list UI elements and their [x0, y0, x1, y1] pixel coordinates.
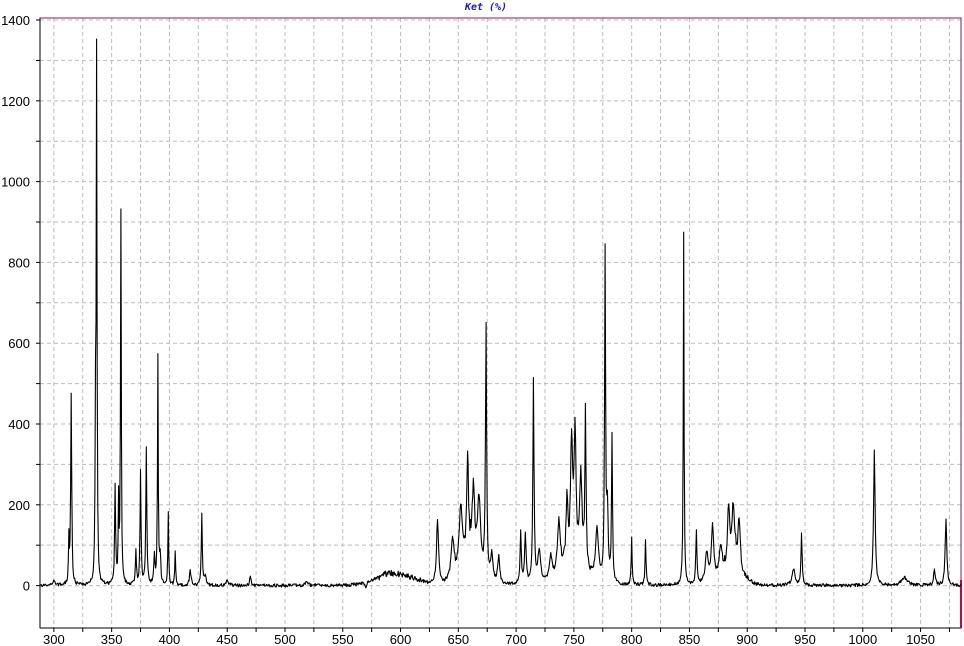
x-tick-label: 900	[736, 632, 758, 646]
x-tick-label: 450	[216, 632, 238, 646]
x-tick-label: 350	[101, 632, 123, 646]
x-tick-label: 400	[159, 632, 181, 646]
x-tick-label: 300	[43, 632, 65, 646]
x-tick-label: 550	[332, 632, 354, 646]
x-tick-label: 650	[447, 632, 469, 646]
chart-title: Ket (%)	[464, 2, 507, 13]
plot-frame	[39, 17, 962, 629]
y-tick-label: 1200	[1, 94, 30, 109]
y-tick-label: 1000	[1, 175, 30, 190]
y-tick-label: 400	[8, 417, 30, 432]
y-tick-label: 200	[8, 498, 30, 513]
y-tick-label: 0	[23, 579, 30, 594]
spectrum-series-line	[39, 38, 962, 589]
x-tick-label: 600	[390, 632, 412, 646]
y-tick-label: 1400	[1, 13, 30, 28]
grid-lines	[40, 18, 961, 628]
x-tick-label: 1050	[906, 632, 935, 646]
x-tick-label: 850	[679, 632, 701, 646]
y-tick-label: 600	[8, 336, 30, 351]
x-tick-label: 500	[274, 632, 296, 646]
x-tick-label: 1000	[848, 632, 877, 646]
x-tick-label: 800	[621, 632, 643, 646]
x-tick-label: 950	[794, 632, 816, 646]
x-tick-label: 700	[505, 632, 527, 646]
x-tick-label: 750	[563, 632, 585, 646]
axis-ticks	[36, 19, 950, 632]
tick-labels: 300 350 400 450 500 550 600 650 700 750 800 850 900 9…	[1, 13, 935, 646]
y-tick-label: 800	[8, 255, 30, 270]
